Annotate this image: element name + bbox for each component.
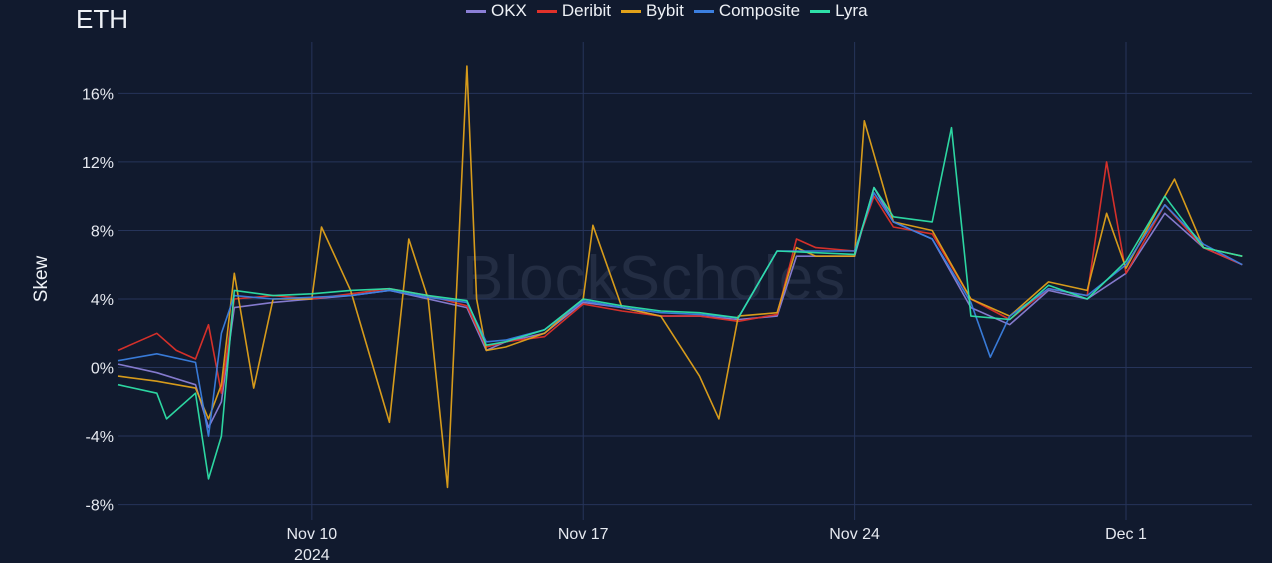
legend-item-composite[interactable]: Composite: [693, 1, 801, 21]
legend-item-deribit[interactable]: Deribit: [536, 1, 612, 21]
legend-label: Lyra: [835, 1, 868, 20]
y-tick-label: 12%: [82, 155, 114, 172]
chart-title: ETH: [76, 4, 128, 34]
y-tick-label: 4%: [91, 292, 114, 309]
legend-swatch: [466, 9, 486, 13]
series-line-lyra: [117, 126, 1243, 480]
legend-label: OKX: [491, 1, 527, 20]
y-tick-label: 0%: [91, 361, 114, 378]
x-tick-label: Dec 1: [1105, 526, 1147, 543]
series-line-deribit: [117, 161, 1243, 395]
legend-label: Composite: [718, 1, 801, 20]
series-line-composite: [117, 192, 1243, 437]
y-tick-label: 8%: [91, 223, 114, 240]
x-tick-year-label: 2024: [294, 547, 330, 563]
x-tick-label: Nov 10: [286, 526, 337, 543]
legend-label: Deribit: [561, 1, 612, 20]
legend-item-okx[interactable]: OKX: [466, 1, 527, 21]
y-tick-label: -4%: [86, 429, 114, 446]
y-tick-label: 16%: [82, 86, 114, 103]
legend-item-lyra[interactable]: Lyra: [810, 1, 868, 21]
series-line-bybit: [117, 65, 1243, 489]
legend-item-bybit[interactable]: Bybit: [621, 1, 684, 21]
legend: OKX Deribit Bybit Composite Lyra: [466, 1, 868, 21]
x-tick-label: Nov 24: [829, 526, 880, 543]
legend-swatch: [621, 9, 642, 13]
x-tick-label: Nov 17: [558, 526, 609, 543]
legend-swatch: [536, 9, 557, 13]
y-tick-label: -8%: [86, 498, 114, 515]
legend-swatch: [693, 9, 714, 13]
legend-label: Bybit: [646, 1, 684, 20]
legend-swatch: [810, 9, 831, 13]
series-line-okx: [117, 186, 1243, 429]
